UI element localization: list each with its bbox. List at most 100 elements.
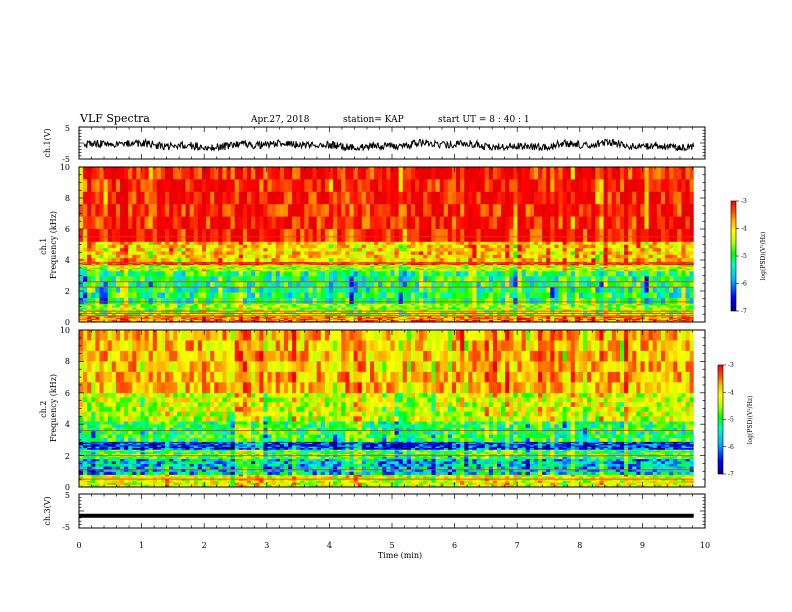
spec1-cell	[275, 313, 281, 317]
spec1-cell	[218, 292, 223, 299]
spec1-cell	[197, 319, 203, 322]
spec1-cell	[423, 281, 428, 288]
spec1-cell	[435, 264, 441, 267]
spec1-cell	[357, 307, 363, 310]
spec1-cell	[673, 261, 678, 263]
spec1-cell	[492, 267, 498, 270]
spec1-cell	[578, 317, 584, 320]
spec1-cell	[312, 307, 318, 310]
spec1-cell	[136, 265, 141, 268]
spec1-cell	[296, 318, 301, 321]
spec1-cell	[423, 261, 428, 263]
spec1-cell	[353, 268, 359, 271]
spec1-cell	[95, 287, 100, 293]
spec1-cell	[140, 268, 145, 271]
spec1-cell	[673, 307, 678, 310]
spec1-cell	[251, 317, 256, 320]
spec1-cell	[173, 266, 178, 269]
spec1-cell	[484, 315, 490, 318]
spec1-cell	[119, 297, 125, 304]
spec1-cell	[99, 292, 104, 299]
spec1-cell	[304, 305, 309, 308]
spec1-cell	[439, 292, 445, 299]
spec1-cell	[529, 241, 535, 246]
spec1-cell	[115, 248, 121, 252]
spec1-cell	[656, 315, 662, 318]
spec1-cell	[107, 311, 113, 315]
spec1-cell	[374, 316, 379, 319]
spec1-cell	[386, 303, 391, 306]
spec1-cell	[460, 313, 465, 317]
spec1-cell	[472, 262, 477, 263]
spec1-cell	[349, 287, 354, 293]
spec1-cell	[624, 313, 629, 317]
spec1-cell	[91, 287, 96, 293]
spec1-cell	[578, 315, 584, 318]
spec1-cell	[665, 317, 670, 320]
spec1-cell	[406, 265, 412, 268]
spec1-cell	[300, 267, 305, 270]
spec1-cell	[238, 307, 244, 310]
spec1-cell	[242, 318, 248, 321]
spec1-cell	[419, 311, 424, 315]
spec1-cell	[587, 307, 592, 310]
spec1-cell	[169, 264, 174, 267]
spec1-cell	[447, 241, 453, 246]
spec1-cell	[398, 266, 404, 269]
spec1-cell	[173, 307, 178, 310]
spec1-cell	[210, 276, 215, 283]
spec1-cell	[247, 303, 252, 306]
spec1-cell	[595, 307, 600, 310]
spec1-cell	[115, 244, 121, 249]
spec1-cell	[140, 307, 145, 310]
spec1-cell	[115, 265, 121, 268]
spec1-cell	[316, 265, 322, 268]
spec1-cell	[263, 270, 268, 277]
spec1-cell	[562, 287, 568, 293]
spec1-cell	[472, 311, 477, 315]
spec1-cell	[554, 292, 559, 299]
spec1-cell	[124, 281, 129, 288]
spec1-cell	[349, 313, 354, 317]
spec1-cell	[484, 313, 490, 317]
spec1-cell	[685, 319, 691, 322]
spec1-cell	[615, 317, 621, 320]
spec1-cell	[193, 269, 199, 272]
spec1-cell	[533, 261, 539, 263]
spec1-cell	[230, 319, 236, 322]
spec1-cell	[435, 263, 441, 265]
spec1-cell	[136, 267, 141, 270]
spec1-cell	[238, 281, 244, 288]
spec1-cell	[369, 262, 375, 263]
spec1-cell	[111, 244, 117, 249]
spec1-cell	[423, 313, 428, 317]
spec1-cell	[656, 241, 662, 246]
spec1-cell	[382, 276, 387, 283]
spec1-cell	[238, 303, 244, 306]
spec1-cell	[439, 297, 445, 304]
spec1-cell	[160, 270, 166, 277]
spec1-cell	[497, 244, 502, 249]
spec1-cell	[316, 297, 322, 304]
spec1-cell	[558, 292, 563, 299]
spec1-cell	[456, 276, 461, 283]
spec1-cell	[562, 319, 568, 322]
spec1-cell	[648, 287, 654, 293]
spec1-cell	[394, 269, 400, 272]
spec1-cell	[136, 241, 141, 246]
spec1-cell	[538, 267, 543, 270]
spec1-cell	[632, 303, 637, 306]
spec1-cell	[99, 297, 104, 304]
spec1-cell	[124, 241, 129, 246]
spec1-cell	[525, 267, 531, 270]
spec1-cell	[402, 267, 408, 270]
spec1-cell	[533, 316, 539, 319]
spec1-cell	[472, 319, 477, 322]
spec1-cell	[333, 266, 338, 269]
spec1-cell	[677, 281, 682, 288]
spec1-cell	[591, 318, 596, 321]
spec1-cell	[689, 297, 695, 304]
spec1-cell	[369, 268, 375, 271]
spec1-cell	[685, 292, 691, 299]
spec1-cell	[177, 305, 182, 308]
